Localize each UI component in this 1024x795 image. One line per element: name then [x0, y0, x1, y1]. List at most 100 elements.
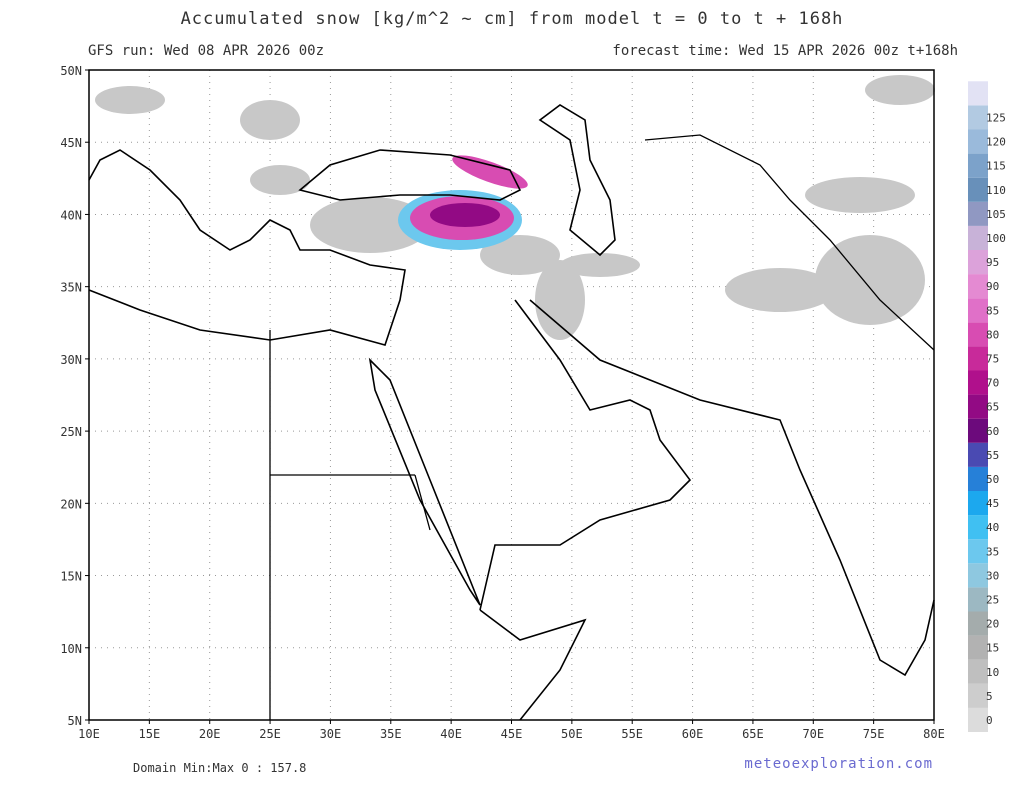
- lon-label: 75E: [863, 727, 885, 741]
- colorbar-cell: [968, 298, 988, 323]
- colorbar-cell: [968, 225, 988, 250]
- lat-label: 20N: [60, 497, 82, 511]
- coastlines: [88, 104, 935, 721]
- snow-area: [310, 197, 430, 253]
- colorbar-label: 125: [986, 111, 1006, 124]
- colorbar-label: 5: [986, 690, 993, 703]
- lon-label: 20E: [199, 727, 221, 741]
- title: Accumulated snow [kg/m^2 ~ cm] from mode…: [181, 9, 844, 29]
- lon-label: 60E: [682, 727, 704, 741]
- colorbar-cell: [968, 177, 988, 202]
- snow-area: [865, 75, 935, 105]
- lon-label: 25E: [259, 727, 281, 741]
- lat-label: 30N: [60, 353, 82, 367]
- colorbar-label: 70: [986, 377, 999, 390]
- lat-label: 5N: [68, 714, 82, 728]
- colorbar-cell: [968, 201, 988, 226]
- coastline: [479, 299, 692, 611]
- colorbar-label: 40: [986, 521, 999, 534]
- lon-label: 80E: [923, 727, 945, 741]
- lon-label: 50E: [561, 727, 583, 741]
- colorbar-cell: [968, 250, 988, 275]
- snow-area: [805, 177, 915, 213]
- colorbar-label: 0: [986, 714, 993, 727]
- colorbar-label: 90: [986, 280, 999, 293]
- snow-area: [535, 260, 585, 340]
- snow-area: [430, 203, 500, 227]
- lat-label: 45N: [60, 136, 82, 150]
- lat-label: 25N: [60, 425, 82, 439]
- colorbar-label: 65: [986, 401, 999, 414]
- colorbar-cell: [968, 129, 988, 154]
- colorbar-label: 55: [986, 449, 999, 462]
- colorbar-label: 50: [986, 473, 999, 486]
- lon-label: 30E: [320, 727, 342, 741]
- colorbar-cell: [968, 105, 988, 130]
- colorbar-label: 110: [986, 184, 1006, 197]
- coastline: [538, 104, 616, 257]
- source: meteoexploration.com: [744, 756, 933, 772]
- colorbar-label: 45: [986, 497, 999, 510]
- colorbar-cell: [968, 346, 988, 371]
- colorbar-label: 10: [986, 666, 999, 679]
- snow-area: [725, 268, 835, 312]
- lat-label: 40N: [60, 208, 82, 222]
- lat-label: 50N: [60, 64, 82, 78]
- colorbar-cell: [968, 635, 988, 660]
- border: [269, 330, 431, 720]
- colorbar-cell: [968, 563, 988, 588]
- snow-light: [95, 75, 935, 340]
- colorbar-cell: [968, 515, 988, 540]
- colorbar-cell: [968, 466, 988, 491]
- colorbar-label: 105: [986, 208, 1006, 221]
- colorbar-cell: [968, 587, 988, 612]
- colorbar-cell: [968, 394, 988, 419]
- colorbar-label: 20: [986, 618, 999, 631]
- snow-heavy: [398, 155, 528, 250]
- coastline: [88, 149, 406, 346]
- colorbar-label: 85: [986, 304, 999, 317]
- colorbar-cell: [968, 683, 988, 708]
- colorbar-cell: [968, 539, 988, 564]
- coastline: [479, 609, 587, 721]
- lat-label: 10N: [60, 642, 82, 656]
- colorbar-label: 120: [986, 136, 1006, 149]
- coastline: [529, 299, 935, 677]
- colorbar-cell: [968, 659, 988, 684]
- border: [644, 134, 935, 351]
- forecast-info: forecast time: Wed 15 APR 2026 00z t+168…: [612, 43, 958, 59]
- lon-label: 15E: [139, 727, 161, 741]
- lon-label: 40E: [440, 727, 462, 741]
- snow-area: [240, 100, 300, 140]
- lon-label: 65E: [742, 727, 764, 741]
- snow-area: [250, 165, 310, 195]
- colorbar-label: 60: [986, 425, 999, 438]
- colorbar-cell: [968, 611, 988, 636]
- lon-label: 70E: [802, 727, 824, 741]
- domain-minmax: Domain Min:Max 0 : 157.8: [133, 761, 306, 775]
- lon-label: 45E: [501, 727, 523, 741]
- lat-label: 15N: [60, 570, 82, 584]
- colorbar-label: 115: [986, 160, 1006, 173]
- run-info: GFS run: Wed 08 APR 2026 00z: [88, 43, 324, 59]
- colorbar-label: 30: [986, 569, 999, 582]
- coastline: [298, 149, 522, 201]
- colorbar: 0 5 10 15 20 25 30 35 40 45 50 55 60 65 70 75 80 85 90 95 10…: [968, 81, 1006, 732]
- colorbar-label: 75: [986, 352, 999, 365]
- snow-area: [560, 253, 640, 277]
- colorbar-label: 100: [986, 232, 1006, 245]
- lat-label: 35N: [60, 281, 82, 295]
- coastline: [368, 357, 481, 606]
- colorbar-cell: [968, 442, 988, 467]
- lon-label: 10E: [78, 727, 100, 741]
- colorbar-label: 15: [986, 642, 999, 655]
- colorbar-cell: [968, 153, 988, 178]
- colorbar-cell: [968, 491, 988, 516]
- colorbar-cell: [968, 81, 988, 106]
- lon-label: 55E: [621, 727, 643, 741]
- colorbar-label: 95: [986, 256, 999, 269]
- snow-area: [480, 235, 560, 275]
- colorbar-cell: [968, 274, 988, 299]
